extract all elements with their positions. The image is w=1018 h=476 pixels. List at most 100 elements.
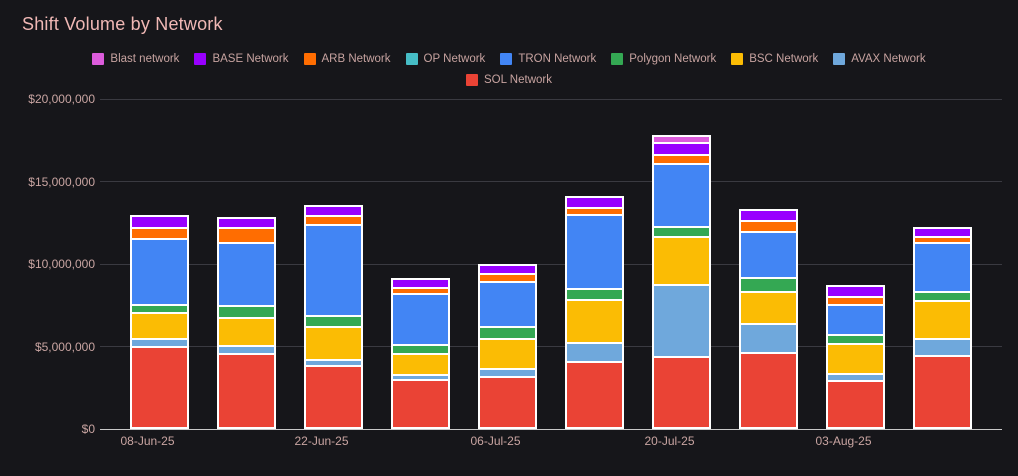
bar-segment-tron-network[interactable] [132,240,187,304]
bar-segment-polygon-network[interactable] [828,335,883,344]
bar-segment-polygon-network[interactable] [132,305,187,312]
bar-segment-bsc-network[interactable] [132,313,187,339]
stacked-bar-13-jul-25[interactable] [565,196,624,429]
bar-segment-avax-network[interactable] [480,369,535,376]
bar-segment-arb-network[interactable] [132,229,187,239]
legend-swatch [833,53,846,65]
stacked-bar-03-aug-25[interactable] [826,285,885,429]
bar-segment-base-network[interactable] [480,266,535,273]
bar-segment-polygon-network[interactable] [219,306,274,317]
bar-segment-bsc-network[interactable] [306,328,361,359]
bar-segment-bsc-network[interactable] [219,318,274,346]
chart-title: Shift Volume by Network [22,14,223,34]
bar-segment-sol-network[interactable] [219,355,274,427]
bar-segment-avax-network[interactable] [219,347,274,354]
bar-segment-arb-network[interactable] [393,289,448,294]
bar-segment-arb-network[interactable] [219,229,274,242]
bar-segment-bsc-network[interactable] [654,237,709,285]
bar-segment-arb-network[interactable] [828,297,883,305]
bar-segment-polygon-network[interactable] [915,293,970,301]
legend-item-op-network[interactable]: OP Network [405,53,485,65]
bar-segment-avax-network[interactable] [741,324,796,352]
bar-segment-polygon-network[interactable] [741,279,796,291]
legend-swatch [405,53,418,65]
bar-segment-avax-network[interactable] [654,286,709,357]
bar-segment-tron-network[interactable] [915,243,970,292]
bar-segment-bsc-network[interactable] [915,302,970,338]
legend-item-bsc-network[interactable]: BSC Network [731,53,818,65]
stacked-bar-06-jul-25[interactable] [478,264,537,429]
bar-segment-arb-network[interactable] [480,274,535,282]
stacked-bar-15-jun-25[interactable] [217,216,276,429]
legend-item-base-network[interactable]: BASE Network [194,53,289,65]
bar-segment-tron-network[interactable] [393,295,448,344]
bar-segment-arb-network[interactable] [915,237,970,242]
y-tick-label: $10,000,000 [28,257,95,271]
legend-item-arb-network[interactable]: ARB Network [303,53,391,65]
bar-segment-bsc-network[interactable] [567,300,622,342]
bar-segment-avax-network[interactable] [915,339,970,356]
bar-segment-bsc-network[interactable] [828,345,883,374]
bar-segment-avax-network[interactable] [567,343,622,362]
bar-segment-avax-network[interactable] [306,360,361,366]
bar-segment-avax-network[interactable] [393,375,448,379]
stacked-bar-10-aug-25[interactable] [913,226,972,429]
bar-segment-arb-network[interactable] [567,208,622,215]
bar-segment-polygon-network[interactable] [393,345,448,354]
bar-segment-sol-network[interactable] [480,377,535,427]
stacked-bar-22-jun-25[interactable] [304,204,363,429]
bar-segment-polygon-network[interactable] [654,228,709,236]
bar-segment-base-network[interactable] [654,143,709,155]
bar-segment-sol-network[interactable] [393,380,448,427]
bar-segment-bsc-network[interactable] [480,339,535,368]
y-tick-label: $0 [81,422,95,436]
bar-segment-blast-network[interactable] [654,137,709,142]
bar-segment-base-network[interactable] [915,228,970,236]
legend-item-polygon-network[interactable]: Polygon Network [611,53,716,65]
bar-segment-tron-network[interactable] [567,216,622,288]
bar-segment-base-network[interactable] [219,218,274,228]
legend-item-blast-network[interactable]: Blast network [92,53,179,65]
bar-segment-arb-network[interactable] [654,156,709,163]
bar-segment-sol-network[interactable] [654,358,709,427]
bar-segment-base-network[interactable] [741,210,796,220]
bar-segment-sol-network[interactable] [567,363,622,427]
bar-segment-arb-network[interactable] [741,221,796,232]
bar-segment-tron-network[interactable] [828,306,883,334]
stacked-bar-29-jun-25[interactable] [391,278,450,429]
bar-segment-base-network[interactable] [306,206,361,216]
bar-segment-sol-network[interactable] [741,353,796,427]
bar-segment-avax-network[interactable] [132,340,187,347]
gridline [100,181,1002,182]
bar-segment-base-network[interactable] [132,217,187,228]
legend-item-avax-network[interactable]: AVAX Network [833,53,926,65]
stacked-bar-20-jul-25[interactable] [652,135,711,429]
bar-segment-avax-network[interactable] [828,375,883,380]
legend-item-tron-network[interactable]: TRON Network [500,53,596,65]
bar-segment-sol-network[interactable] [915,357,970,427]
bar-segment-tron-network[interactable] [306,225,361,315]
bar-segment-sol-network[interactable] [828,381,883,427]
bar-segment-sol-network[interactable] [306,367,361,427]
stacked-bar-27-jul-25[interactable] [739,208,798,429]
bar-segment-bsc-network[interactable] [741,292,796,323]
legend-item-sol-network[interactable]: SOL Network [466,74,552,86]
bar-segment-tron-network[interactable] [219,243,274,305]
legend-label: Polygon Network [629,53,717,65]
bar-segment-base-network[interactable] [828,287,883,296]
bar-segment-arb-network[interactable] [306,217,361,224]
bar-segment-polygon-network[interactable] [480,327,535,338]
bar-segment-base-network[interactable] [393,280,448,288]
y-tick-label: $15,000,000 [28,174,95,189]
legend-row-2: SOL Network [0,74,1018,86]
bar-segment-sol-network[interactable] [132,348,187,427]
bar-segment-tron-network[interactable] [480,283,535,326]
bar-segment-polygon-network[interactable] [567,289,622,299]
bar-segment-bsc-network[interactable] [393,355,448,374]
bar-segment-polygon-network[interactable] [306,316,361,326]
bar-segment-tron-network[interactable] [654,164,709,227]
bar-segment-tron-network[interactable] [741,233,796,278]
stacked-bar-08-jun-25[interactable] [130,215,189,429]
bar-segment-base-network[interactable] [567,198,622,207]
